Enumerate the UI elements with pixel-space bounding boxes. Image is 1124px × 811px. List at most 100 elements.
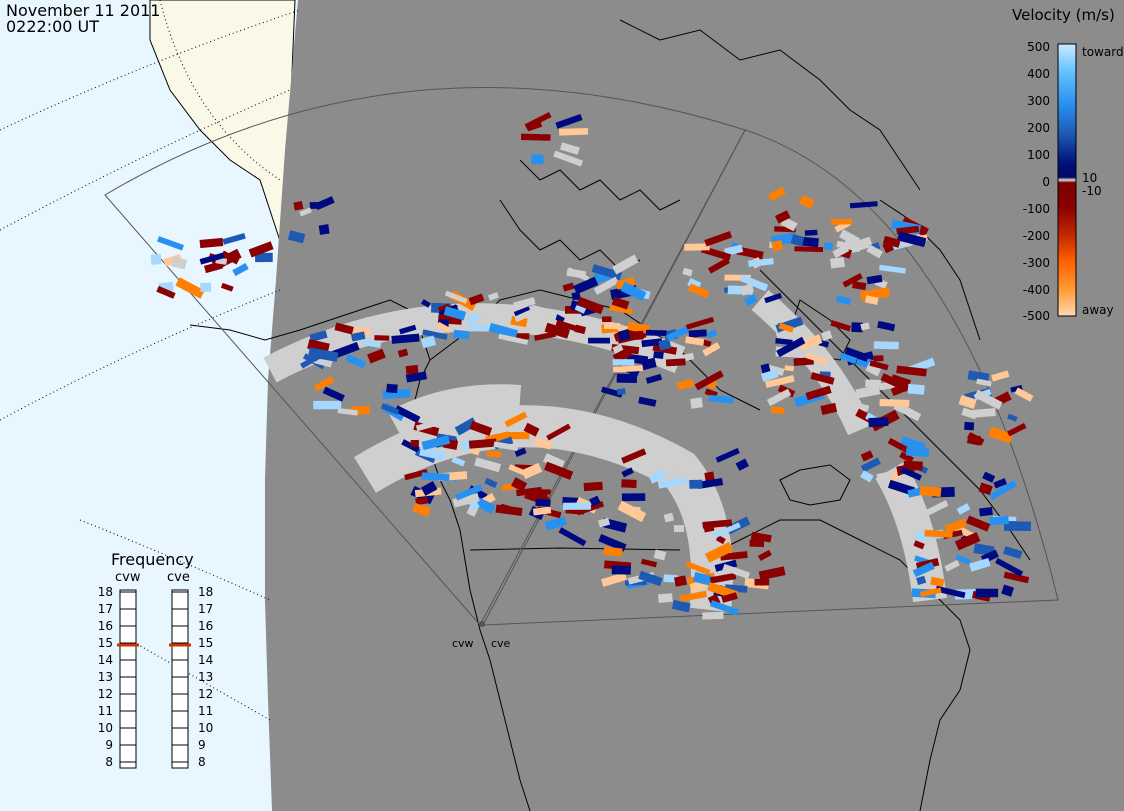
velocity-cell <box>702 519 733 529</box>
velocity-cell <box>736 246 764 260</box>
velocity-cell <box>988 480 1018 501</box>
velocity-cell <box>415 496 429 506</box>
velocity-cell <box>313 400 342 410</box>
velocity-cell <box>617 328 631 342</box>
velocity-cell <box>935 585 966 599</box>
velocity-cell <box>621 479 637 489</box>
velocity-cell <box>287 230 306 244</box>
velocity-cell <box>760 363 771 374</box>
velocity-cell <box>616 388 626 396</box>
velocity-cell <box>976 378 992 387</box>
velocity-cell <box>866 244 883 259</box>
velocity-cell <box>831 218 853 225</box>
velocity-cell <box>583 481 603 492</box>
velocity-cell <box>422 329 448 340</box>
velocity-cell <box>778 322 794 333</box>
velocity-cell <box>924 529 953 538</box>
velocity-cell <box>658 593 673 603</box>
velocity-cell <box>842 273 863 288</box>
velocity-cell <box>604 322 621 330</box>
velocity-cell <box>672 464 700 477</box>
velocity-cell <box>849 201 878 209</box>
velocity-cell <box>864 295 879 305</box>
frequency-tick-label: 13 <box>98 670 113 684</box>
frequency-tick-label: 18 <box>98 585 113 599</box>
velocity-cell <box>690 397 703 409</box>
velocity-cell <box>405 364 419 375</box>
velocity-cell <box>640 558 658 568</box>
fields-of-view <box>104 87 1059 626</box>
velocity-cell <box>956 503 971 515</box>
frequency-tick-label: 17 <box>198 602 213 616</box>
velocity-tick-label: 300 <box>1027 94 1050 108</box>
velocity-cell <box>820 330 833 341</box>
velocity-cell <box>694 370 724 391</box>
velocity-cell <box>555 319 586 334</box>
frequency-tick-label: 12 <box>98 687 113 701</box>
velocity-cell <box>722 563 751 579</box>
velocity-cell <box>971 408 996 418</box>
velocity-cell <box>907 383 925 395</box>
velocity-cell <box>451 456 466 467</box>
velocity-cell <box>361 339 382 348</box>
velocity-cell <box>488 322 518 339</box>
velocity-cell <box>982 471 996 483</box>
velocity-cell <box>504 411 528 428</box>
velocity-cell <box>1001 584 1015 597</box>
velocity-cell <box>410 439 419 447</box>
velocity-cell <box>555 113 583 129</box>
velocity-cell <box>232 262 249 277</box>
velocity-cell <box>704 541 734 563</box>
velocity-cell <box>702 611 724 620</box>
velocity-tick-label: 10 <box>1082 171 1097 185</box>
velocity-cell <box>571 291 581 301</box>
velocity-cell <box>873 355 884 362</box>
velocity-color-bar <box>1057 43 1077 317</box>
velocity-cell <box>567 267 590 282</box>
velocity-cell <box>830 320 852 332</box>
velocity-cell <box>873 341 899 350</box>
velocity-cell <box>882 235 901 248</box>
velocity-cell <box>495 504 523 516</box>
velocity-cell <box>855 385 881 399</box>
velocity-cell <box>852 280 867 291</box>
velocity-cell <box>616 373 638 384</box>
velocity-cell <box>612 359 635 366</box>
velocity-cell <box>687 283 710 299</box>
velocity-cell <box>775 338 793 346</box>
velocity-cell <box>521 133 551 141</box>
velocity-cell <box>1006 422 1027 437</box>
velocity-cell <box>995 557 1024 577</box>
velocity-cell <box>913 540 925 550</box>
velocity-cell <box>860 470 874 483</box>
velocity-cell <box>334 322 354 335</box>
velocity-cell <box>526 121 543 132</box>
velocity-cell <box>679 590 708 602</box>
velocity-cell <box>899 466 922 481</box>
velocity-cell <box>1003 521 1031 532</box>
frequency-tick-label: 12 <box>198 687 213 701</box>
velocity-cell <box>601 572 628 587</box>
frequency-tick-label: 9 <box>198 738 206 752</box>
velocity-tick-label: -100 <box>1023 202 1050 216</box>
velocity-cell <box>735 458 749 471</box>
velocity-cell <box>591 264 623 281</box>
velocity-tick-label: -10 <box>1082 184 1102 198</box>
velocity-cell <box>658 338 672 351</box>
radar-label-cvw: cvw <box>452 637 474 650</box>
time-label: 0222:00 UT <box>6 17 99 36</box>
velocity-cell <box>676 378 695 391</box>
velocity-cell <box>318 224 330 235</box>
velocity-cell <box>374 335 390 341</box>
velocity-cell <box>851 322 863 333</box>
velocity-cell <box>860 450 874 462</box>
velocity-cell <box>157 236 184 251</box>
velocity-cell <box>248 241 274 258</box>
velocity-cell <box>531 154 544 165</box>
velocity-cell <box>612 365 643 373</box>
frequency-tick-label: 16 <box>98 619 113 633</box>
velocity-cell <box>436 321 452 334</box>
velocity-tick-label: 0 <box>1042 175 1050 189</box>
velocity-cell <box>419 446 446 461</box>
frequency-title: Frequency <box>111 550 194 569</box>
